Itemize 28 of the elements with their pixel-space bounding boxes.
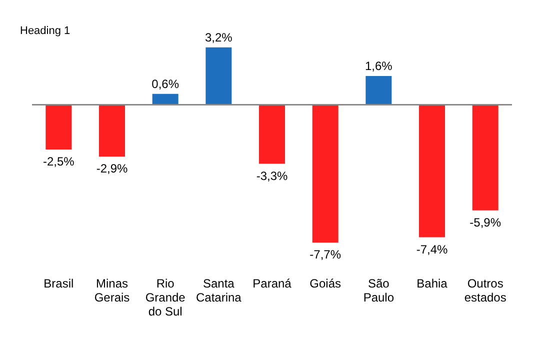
bar — [99, 104, 125, 157]
text: Heading 1 — [20, 25, 70, 37]
bar — [46, 104, 72, 150]
bar — [419, 104, 445, 238]
x-tick-label: Bahia — [416, 276, 448, 290]
x-tick-label: Goiás — [310, 276, 342, 290]
x-tick-label: Outros estados — [464, 276, 506, 304]
bar — [312, 104, 338, 243]
data-label: -5,9% — [470, 215, 502, 230]
x-tick-label: Paraná — [252, 276, 292, 290]
bar — [152, 94, 178, 105]
bar — [259, 104, 285, 164]
data-label: 1,6% — [364, 59, 393, 73]
data-label: 3,2% — [204, 30, 233, 44]
data-label: -2,5% — [42, 154, 75, 168]
x-tick-label: Rio Grande do Sul — [145, 276, 186, 318]
bar — [366, 76, 392, 105]
x-tick-label: Minas Gerais — [94, 276, 130, 304]
x-tick-label: Brasil — [44, 276, 74, 290]
x-tick-label: São Paulo — [363, 276, 394, 304]
data-label: 0,6% — [152, 76, 180, 91]
data-label: -3,3% — [256, 168, 288, 183]
data-label: -2,9% — [96, 162, 128, 176]
data-label: -7,7% — [310, 248, 342, 262]
bar — [472, 104, 498, 210]
x-tick-label: Santa Catarina — [196, 276, 242, 304]
data-label: -7,4% — [416, 242, 448, 256]
bar — [206, 47, 232, 105]
